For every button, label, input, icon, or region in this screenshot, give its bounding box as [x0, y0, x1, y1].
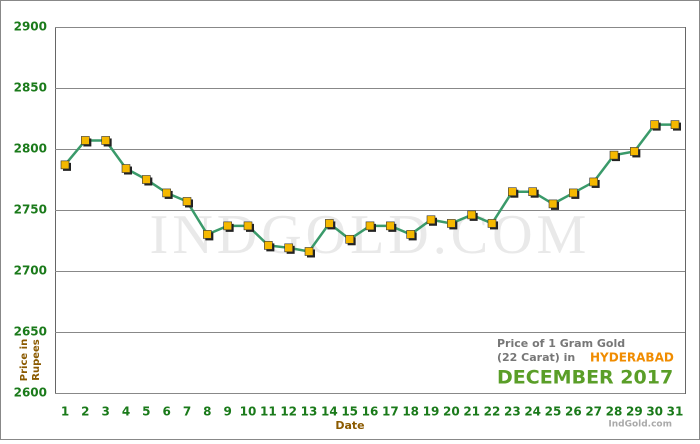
x-tick-label: 21: [463, 405, 480, 419]
marker: [81, 136, 90, 145]
marker: [264, 241, 273, 250]
x-tick-label: 10: [240, 405, 257, 419]
x-tick-label: 6: [162, 405, 170, 419]
marker: [467, 210, 476, 220]
x-tick-label: 3: [101, 405, 109, 419]
x-tick-label: 12: [280, 405, 297, 419]
marker: [142, 175, 151, 184]
marker: [182, 197, 192, 206]
marker: [487, 219, 497, 228]
marker: [243, 221, 253, 231]
x-tick-label: 30: [646, 405, 663, 419]
y-axis-label-line: Price in: [19, 339, 30, 381]
y-axis-label-line: Rupees: [31, 339, 42, 381]
y-tick-label: 2750: [14, 203, 47, 217]
x-tick-label: 24: [524, 405, 541, 419]
marker: [630, 147, 639, 156]
marker: [670, 120, 680, 129]
x-tick-label: 22: [484, 405, 501, 419]
y-tick-label: 2650: [14, 325, 47, 339]
x-tick-label: 5: [142, 405, 150, 419]
x-tick-label: 7: [183, 405, 191, 419]
marker: [426, 215, 436, 225]
marker: [609, 150, 619, 160]
annotation-city: HYDERABAD: [590, 351, 674, 365]
x-tick-label: 8: [203, 405, 211, 419]
marker: [203, 230, 212, 239]
marker: [365, 221, 375, 231]
marker: [447, 219, 456, 228]
x-tick-label: 17: [382, 405, 399, 419]
annotation-line: (22 Carat) in: [497, 351, 575, 364]
marker: [386, 221, 395, 231]
annotation-period: DECEMBER 2017: [497, 367, 673, 389]
marker: [548, 199, 558, 209]
marker: [508, 187, 517, 196]
x-tick-label: 4: [122, 405, 130, 419]
marker: [223, 221, 232, 231]
x-tick-label: 14: [321, 405, 338, 419]
x-tick-label: 27: [585, 405, 602, 419]
x-tick-label: 19: [423, 405, 440, 419]
x-tick-label: 1: [61, 405, 69, 419]
y-tick-label: 2900: [14, 20, 47, 34]
annotation-site: IndGold.com: [608, 420, 672, 430]
annotation-line: Price of 1 Gram Gold: [497, 337, 625, 350]
marker: [528, 187, 537, 196]
x-tick-label: 2: [81, 405, 89, 419]
marker: [406, 230, 415, 239]
x-tick-label: 25: [545, 405, 562, 419]
x-tick-label: 29: [626, 405, 643, 419]
y-tick-label: 2700: [14, 264, 47, 278]
marker: [60, 160, 70, 170]
y-tick-label: 2600: [14, 386, 47, 400]
x-tick-label: 23: [504, 405, 521, 419]
y-tick-label: 2800: [14, 142, 47, 156]
x-tick-label: 18: [402, 405, 419, 419]
marker: [121, 164, 131, 173]
marker: [345, 234, 354, 244]
y-tick-label: 2850: [14, 81, 47, 95]
x-tick-label: 31: [667, 405, 684, 419]
marker: [569, 188, 578, 198]
x-tick-label: 26: [565, 405, 582, 419]
x-tick-label: 16: [362, 405, 379, 419]
x-tick-label: 15: [341, 405, 358, 419]
x-tick-label: 11: [260, 405, 277, 419]
marker: [304, 247, 314, 256]
x-tick-label: 28: [606, 405, 623, 419]
marker: [101, 136, 110, 145]
x-tick-label: 20: [443, 405, 460, 419]
x-tick-label: 9: [223, 405, 231, 419]
y-axis-label: Price in Rupees: [19, 339, 42, 381]
x-tick-label: 13: [301, 405, 318, 419]
marker: [650, 120, 659, 129]
marker: [325, 219, 334, 228]
marker: [284, 243, 293, 253]
marker: [162, 188, 171, 198]
watermark: INDGOLD.COM: [150, 204, 591, 266]
annotation: Price of 1 Gram Gold (22 Carat) in HYDER…: [497, 337, 674, 430]
marker: [589, 177, 598, 187]
x-axis-label: Date: [335, 419, 364, 432]
